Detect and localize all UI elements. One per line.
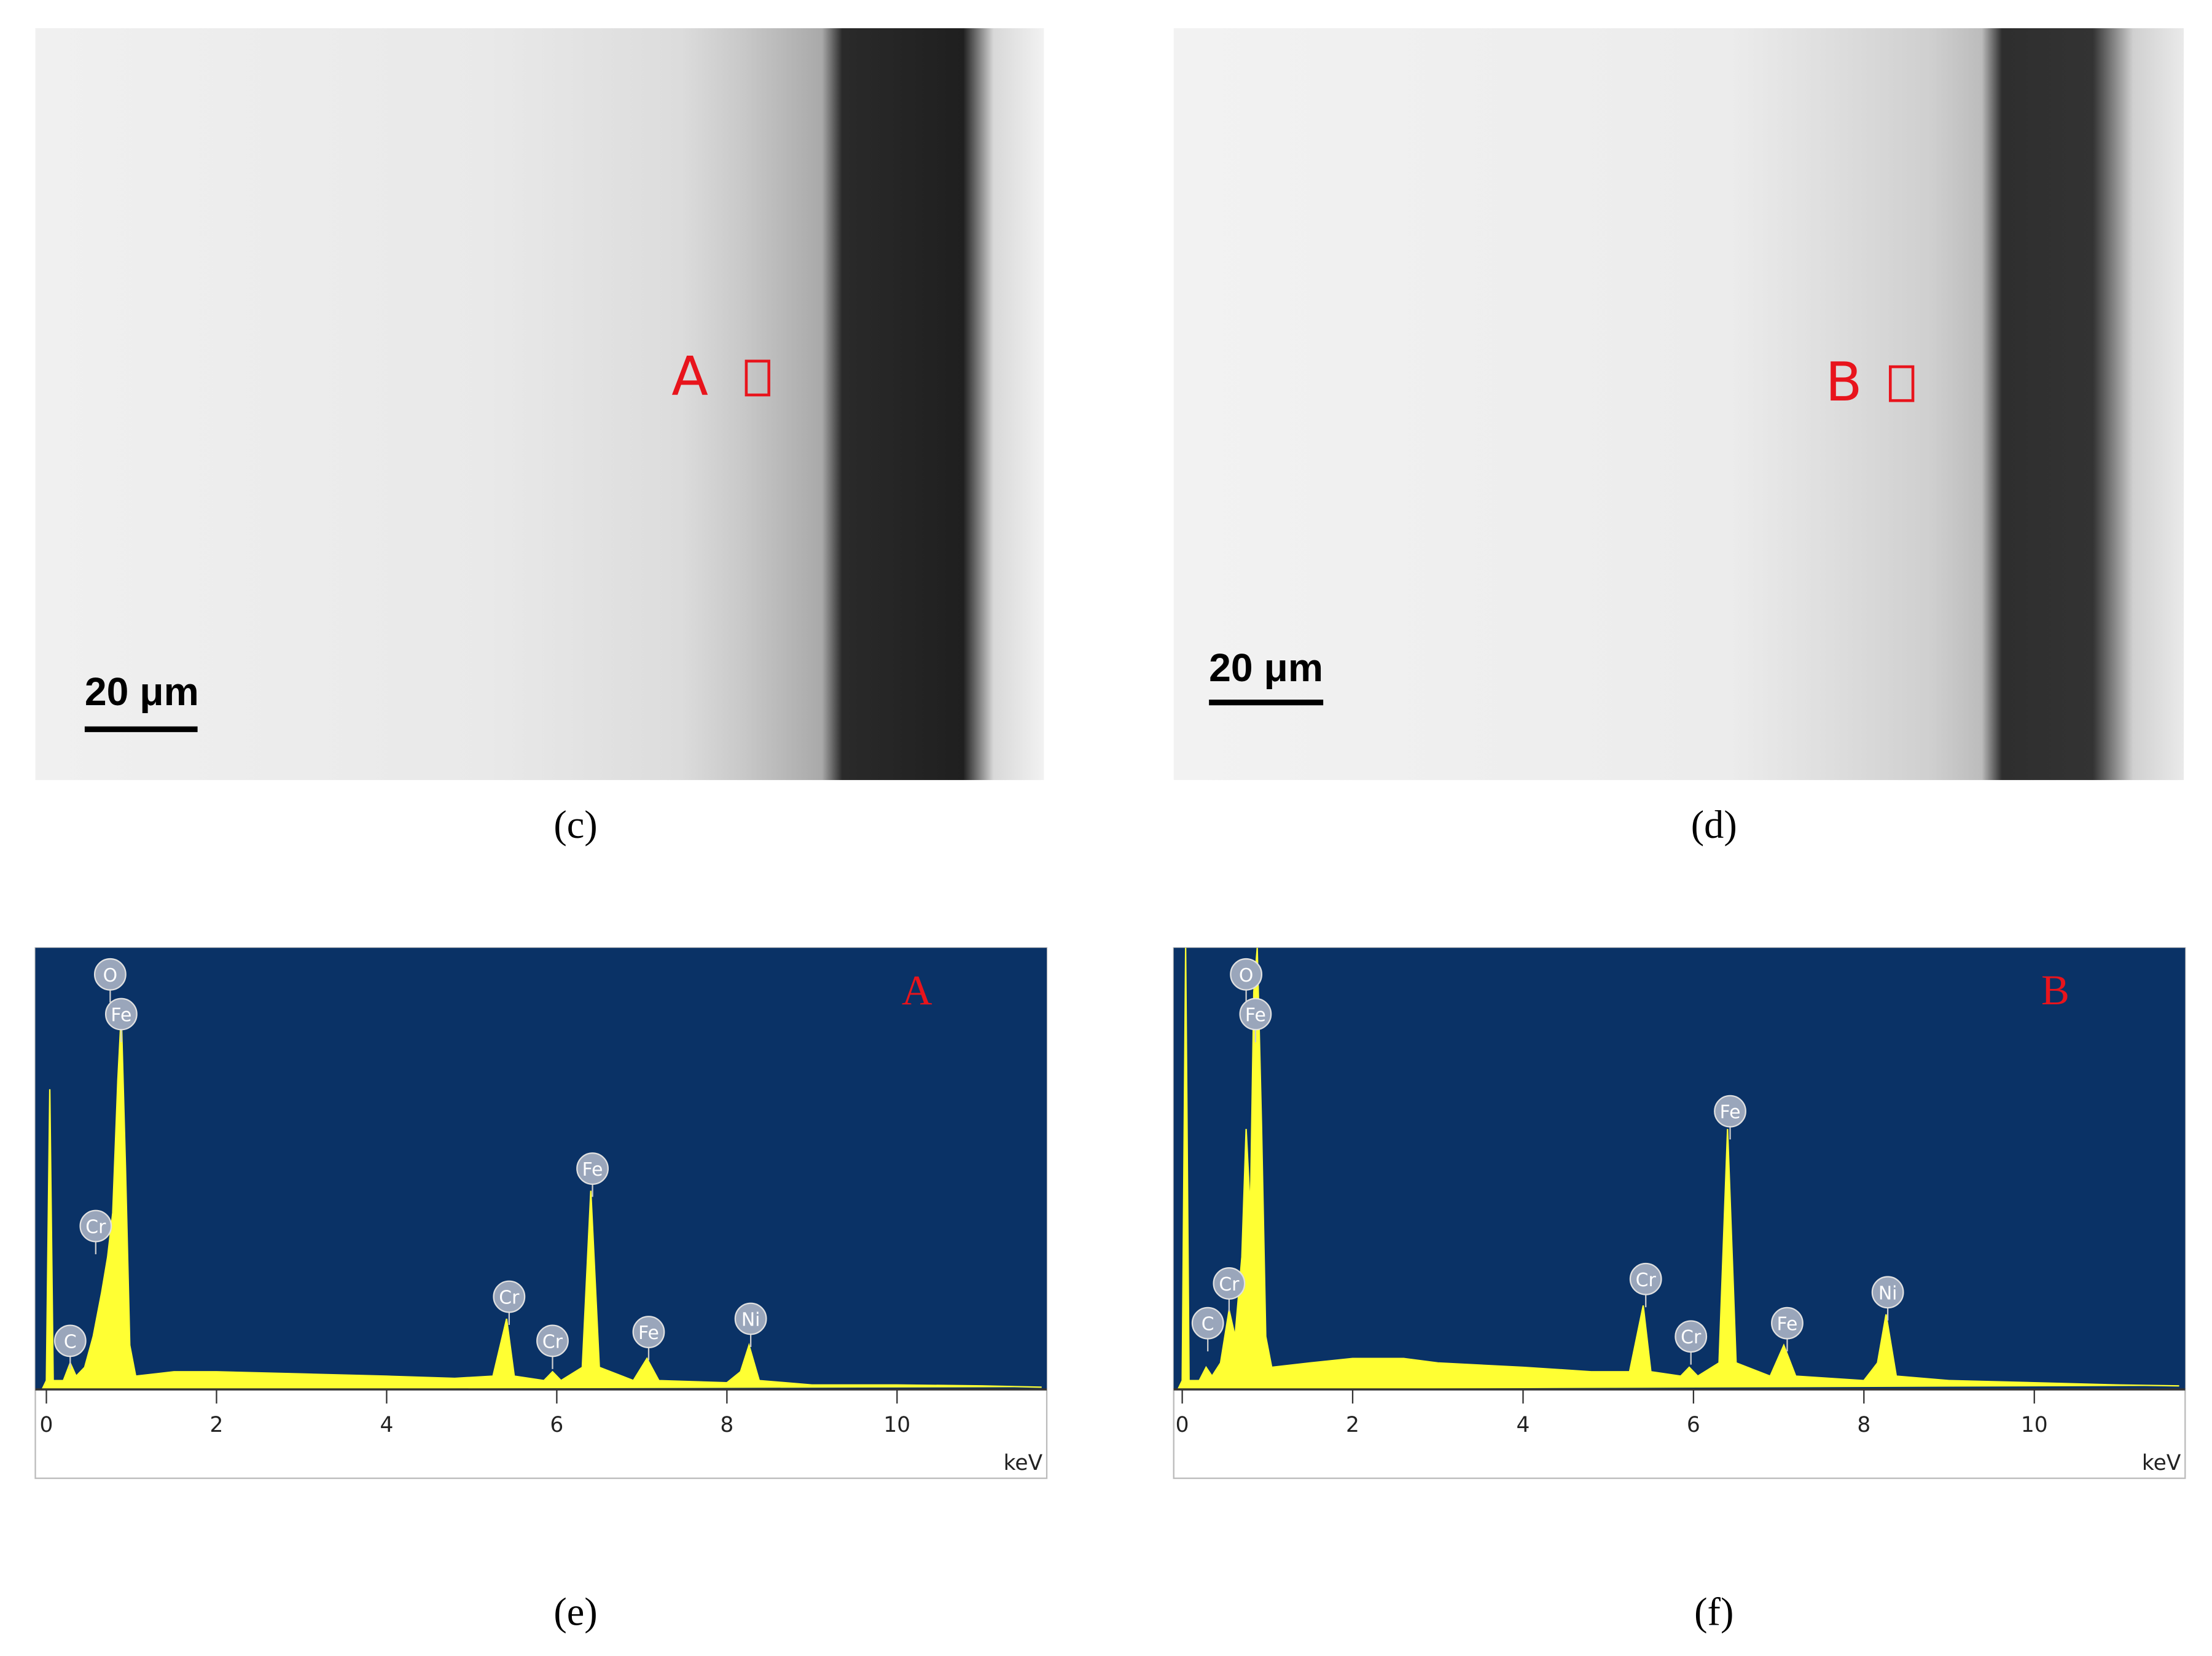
x-tick-label: 6 [550,1413,563,1437]
peak-marker [93,958,127,991]
peak-label: Fe [1245,1004,1266,1026]
peak-label: Cr [1219,1274,1240,1295]
point-box [1889,365,1915,402]
plot-area [1173,948,2186,1389]
peak-label: O [103,965,118,986]
spectrum [1177,948,2179,1390]
plot-area [35,948,1047,1389]
peak-marker [1213,1267,1246,1300]
peak-label: Cr [85,1217,106,1238]
x-tick-label: 2 [210,1413,224,1437]
x-axis-label: keV [1004,1451,1043,1475]
peak-label: Fe [111,1004,131,1026]
sem-image [1173,28,2184,780]
x-tick-label: 10 [883,1413,910,1437]
peak-marker [1871,1276,1904,1309]
peak-marker [1675,1320,1708,1353]
peak-marker [1771,1306,1804,1340]
peak-marker [1239,998,1272,1031]
peak-label: Ni [1878,1283,1897,1304]
peak-marker [53,1324,87,1357]
caption: (d) [1691,803,1737,846]
peak-label: Ni [741,1309,760,1330]
scale-bar-label: 20 μm [1209,646,1323,690]
point-marker: A [671,345,708,408]
peak-marker [493,1280,526,1313]
x-tick-label: 4 [1516,1413,1530,1437]
peak-label: Fe [582,1159,603,1181]
spectrum-label: A [902,967,932,1014]
peak-label: C [64,1331,77,1353]
point-box [744,359,770,397]
caption: (e) [553,1590,597,1633]
x-axis-label: keV [2142,1451,2181,1475]
peak-label: Cr [542,1331,563,1353]
peak-marker [734,1302,767,1335]
peak-label: Cr [499,1287,520,1309]
peak-marker [632,1316,665,1348]
x-tick-label: 8 [720,1413,733,1437]
x-tick-label: 6 [1687,1413,1700,1437]
peak-label: Fe [638,1322,659,1344]
peak-marker [1714,1095,1746,1128]
caption: (c) [553,803,597,846]
peak-marker [536,1324,569,1357]
x-tick-label: 0 [40,1413,53,1437]
peak-marker [576,1152,609,1185]
scale-bar-label: 20 μm [85,670,199,714]
peak-label: C [1202,1314,1214,1335]
x-tick-label: 8 [1857,1413,1870,1437]
x-tick-label: 4 [380,1413,393,1437]
sem-image [35,28,1044,780]
peak-marker [104,998,138,1031]
peak-marker [1629,1262,1662,1295]
caption: (f) [1694,1590,1733,1633]
peak-marker [1191,1306,1224,1340]
x-tick-label: 2 [1346,1413,1359,1437]
x-tick-label: 0 [1176,1413,1189,1437]
spectrum-label: B [2041,967,2069,1014]
x-tick-label: 10 [2021,1413,2048,1437]
point-marker: B [1826,351,1862,413]
peak-label: Cr [1681,1327,1702,1348]
peak-label: O [1239,965,1254,986]
spectrum [41,1014,1042,1390]
peak-marker [1230,958,1263,991]
peak-label: Cr [1636,1270,1657,1291]
peak-label: Fe [1720,1102,1741,1123]
peak-marker [79,1209,112,1243]
peak-label: Fe [1777,1314,1798,1335]
